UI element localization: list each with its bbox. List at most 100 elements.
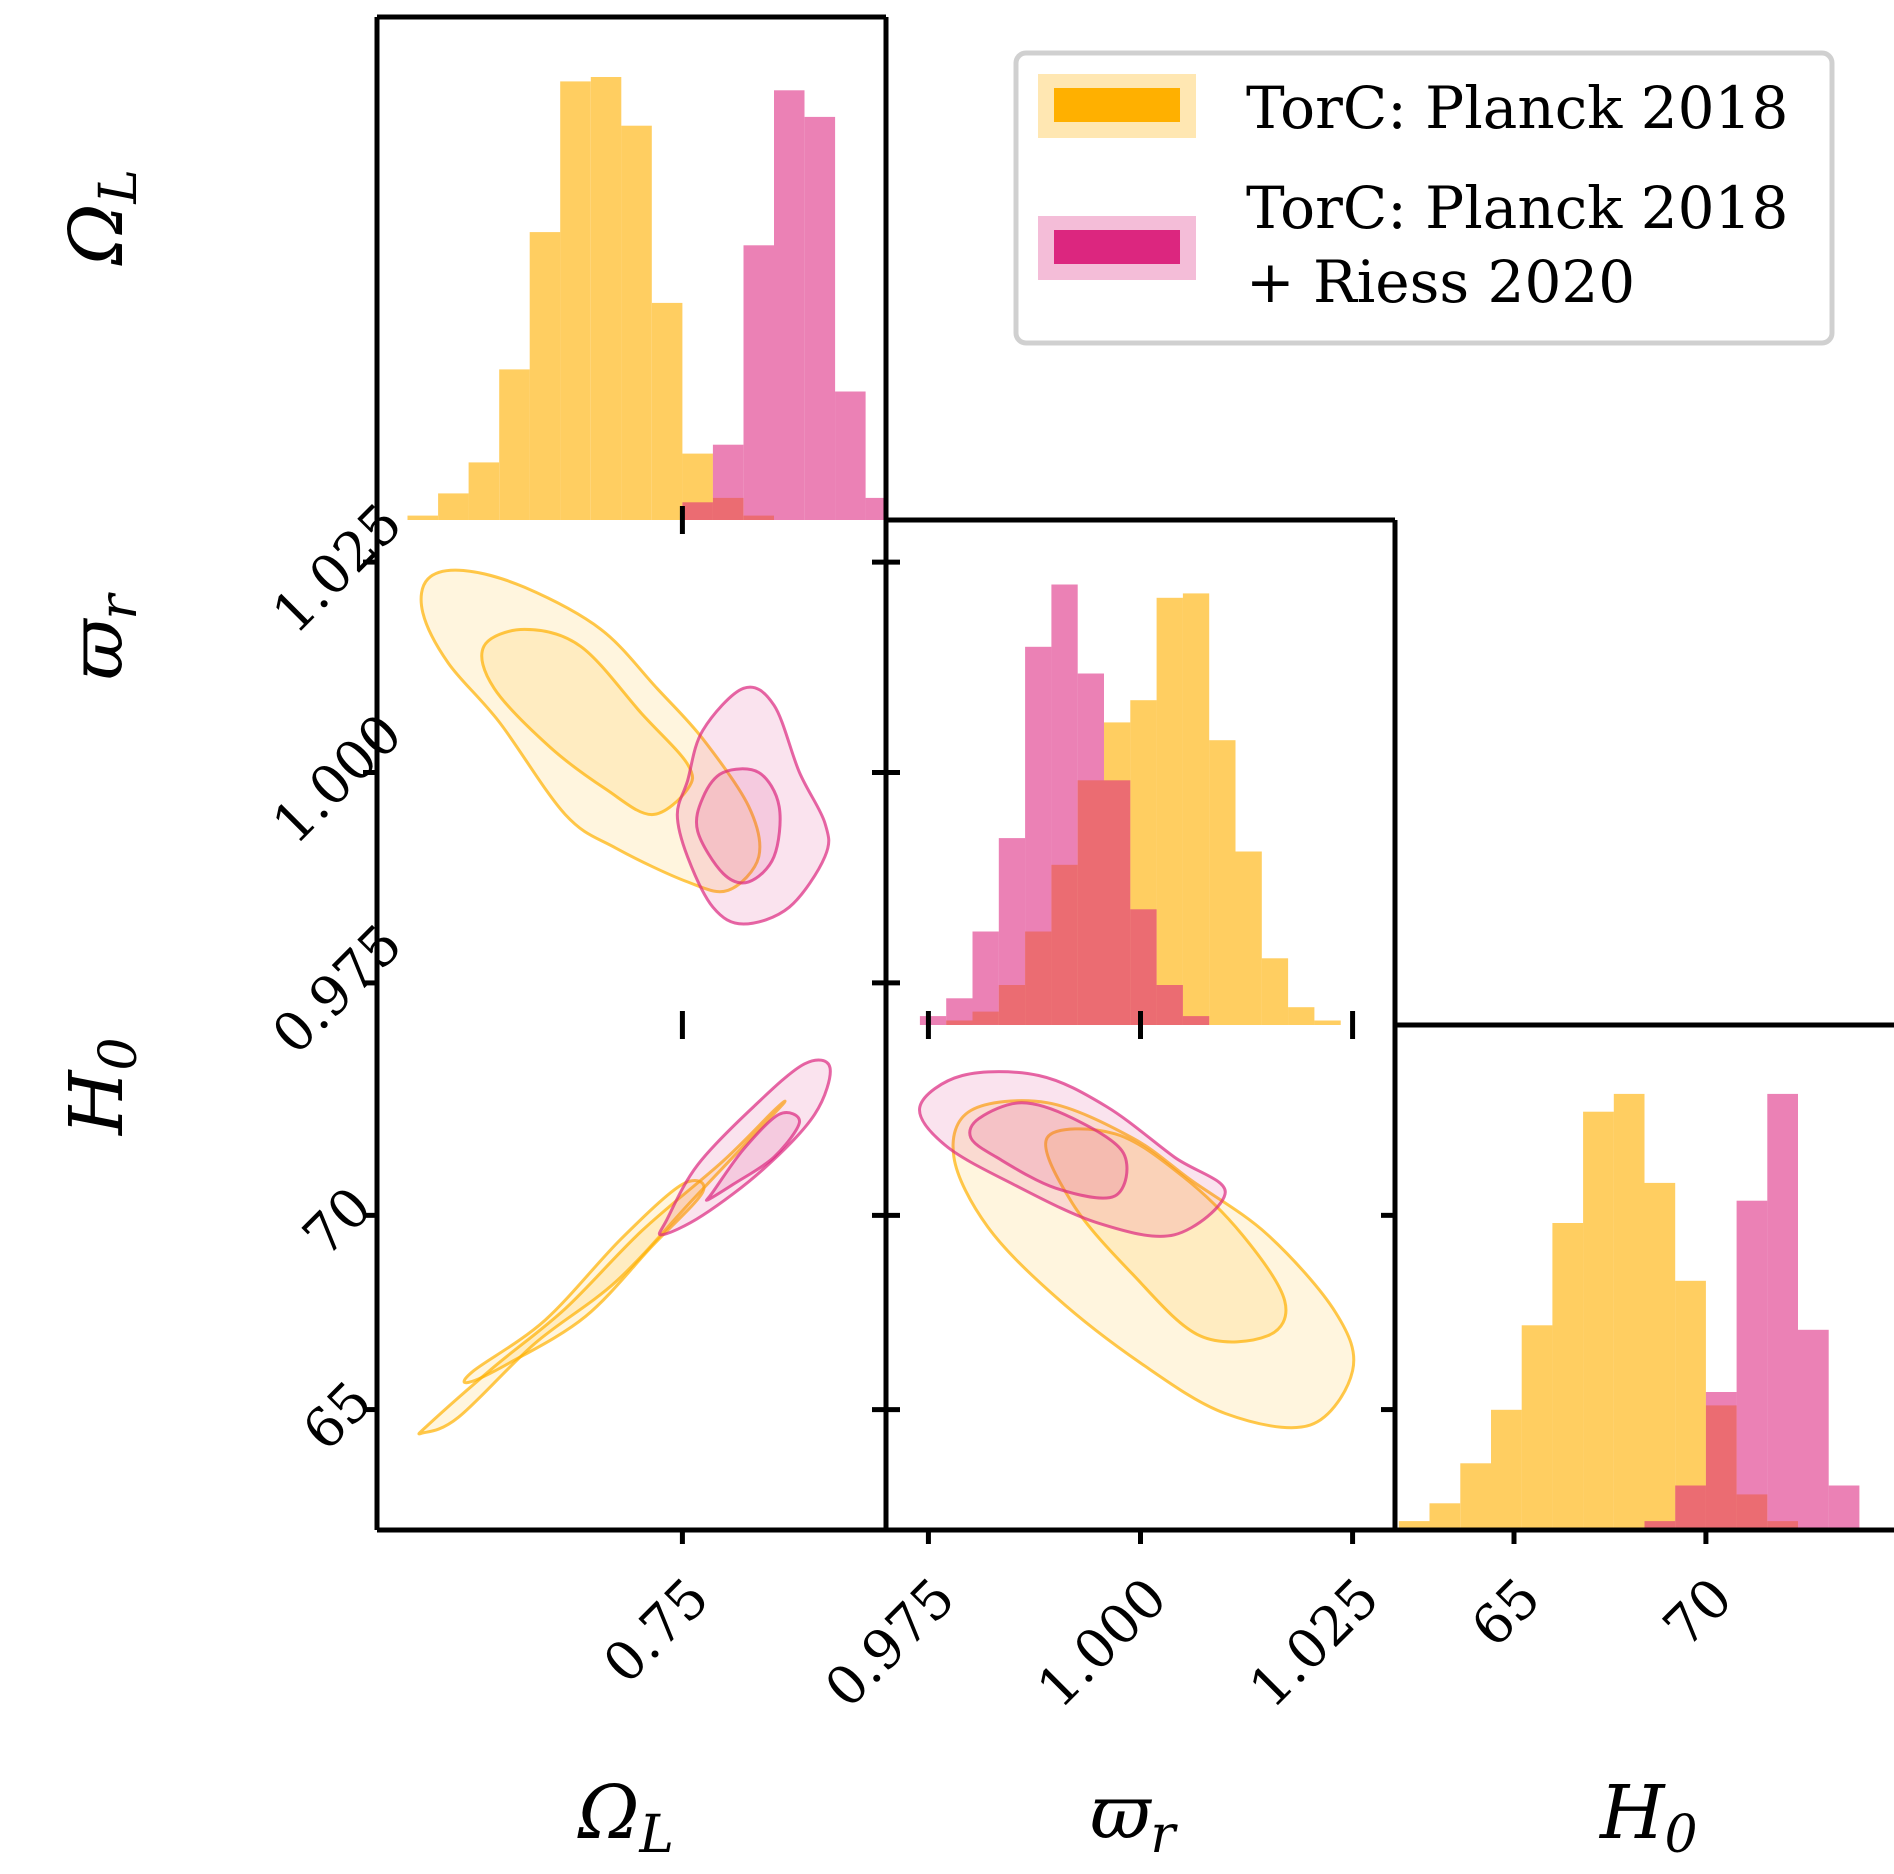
x-tick-text-varpi: 1.025 — [1237, 1566, 1391, 1720]
legend-swatch-planck-inner — [1054, 88, 1180, 122]
hist-bar-varpi-planck-11 — [1209, 740, 1236, 1025]
y-tick-text-h0: 65 — [291, 1369, 384, 1462]
contour-omega_h0-planck-outer — [417, 1099, 787, 1436]
contour-omega_varpi-riess-inner — [694, 767, 782, 885]
hist-bar-omega-riess-11 — [743, 245, 774, 520]
hist-bar-varpi-riess-8 — [1130, 909, 1157, 1025]
hist-bar-omega-planck-6 — [590, 77, 622, 520]
y-tick-text-varpi: 1.025 — [260, 491, 414, 645]
legend-swatch-riess-inner — [1054, 230, 1180, 264]
legend-label-riess-line2: + Riess 2020 — [1246, 248, 1635, 316]
y-axis-label-omega: ΩL — [54, 169, 149, 266]
hist-bar-omega-planck-3 — [499, 369, 530, 520]
hist-bar-omega-riess-15 — [865, 497, 886, 520]
y-tick-label-varpi-0.975: 0.975 — [260, 912, 414, 1066]
hist-bar-omega-planck-4 — [529, 232, 561, 520]
svg-text:H0: H0 — [54, 1037, 149, 1137]
legend-entry-planck: TorC: Planck 2018 — [1038, 74, 1788, 142]
contour-varpi_h0-riess-inner — [968, 1101, 1129, 1200]
hist-bar-varpi-riess-4 — [1025, 646, 1052, 1025]
contour-omega_h0-planck-inner — [462, 1179, 706, 1385]
hist-bar-h0-planck-7 — [1613, 1093, 1645, 1530]
y-tick-text-varpi: 1.000 — [260, 702, 414, 856]
contour-omega_varpi-planck-inner — [480, 627, 695, 817]
contour-panel-omega_varpi — [419, 568, 831, 926]
x-tick-label-varpi-0.975: 0.975 — [813, 1566, 967, 1720]
y-tick-text-h0: 70 — [291, 1175, 384, 1268]
hist-bar-h0-planck-5 — [1552, 1223, 1584, 1530]
hist-bar-omega-planck-2 — [468, 462, 500, 520]
histogram-h0 — [1398, 1093, 1860, 1530]
hist-bar-varpi-riess-0 — [919, 1016, 947, 1025]
hist-bar-omega-riess-10 — [712, 444, 744, 520]
y-axis-label-varpi: ϖr — [54, 592, 149, 680]
svg-text:ΩL: ΩL — [577, 1770, 674, 1865]
x-tick-label-omega-0.75: 0.75 — [591, 1566, 721, 1696]
hist-bar-h0-planck-3 — [1491, 1409, 1522, 1530]
contour-panel-omega_h0 — [417, 1058, 832, 1436]
hist-bar-varpi-riess-2 — [972, 931, 999, 1025]
svg-text:ΩL: ΩL — [54, 169, 149, 266]
hist-bar-h0-riess-13 — [1798, 1329, 1829, 1530]
hist-bar-varpi-planck-12 — [1235, 851, 1262, 1025]
legend-box — [1013, 50, 1835, 346]
contour-panel-varpi_h0 — [918, 1070, 1356, 1430]
x-tick-label-varpi-1.025: 1.025 — [1237, 1566, 1391, 1720]
legend-label-planck: TorC: Planck 2018 — [1246, 74, 1788, 142]
y-tick-label-h0-65: 65 — [291, 1369, 384, 1462]
hist-bar-h0-riess-10 — [1705, 1392, 1737, 1530]
x-tick-text-varpi: 0.975 — [813, 1566, 967, 1720]
hist-bar-omega-planck-7 — [621, 125, 652, 520]
hist-bar-h0-riess-12 — [1767, 1093, 1798, 1530]
hist-bar-h0-planck-8 — [1644, 1182, 1676, 1530]
x-axis-label-h0: H0 — [1598, 1770, 1698, 1865]
legend: TorC: Planck 2018 TorC: Planck 2018 + Ri… — [1013, 50, 1835, 346]
legend-entry-riess: TorC: Planck 2018 + Riess 2020 — [1038, 174, 1788, 316]
contour-varpi_h0-planck-outer — [951, 1099, 1356, 1430]
legend-label-riess-line1: TorC: Planck 2018 — [1246, 174, 1788, 242]
contour-varpi_h0-riess-outer — [918, 1070, 1227, 1238]
hist-bar-omega-planck-8 — [651, 302, 683, 520]
hist-bar-h0-riess-9 — [1675, 1485, 1706, 1530]
hist-bar-varpi-riess-6 — [1077, 673, 1104, 1025]
contour-omega_h0-riess-inner — [704, 1111, 801, 1202]
hist-bar-h0-planck-2 — [1460, 1463, 1491, 1530]
hist-bar-h0-riess-11 — [1736, 1200, 1768, 1530]
histogram-omega — [407, 77, 886, 520]
frame-omega-omega — [374, 14, 889, 520]
hist-bar-omega-planck-0 — [407, 515, 438, 520]
svg-text:ϖr: ϖr — [54, 592, 149, 680]
svg-text:ϖr: ϖr — [1090, 1770, 1178, 1865]
hist-bar-omega-riess-12 — [774, 90, 805, 520]
hist-bar-h0-planck-1 — [1429, 1503, 1461, 1530]
hist-bar-omega-riess-14 — [835, 391, 866, 520]
x-tick-text-omega: 0.75 — [591, 1566, 721, 1696]
contour-omega_varpi-planck-outer — [419, 568, 762, 894]
y-tick-label-h0-70: 70 — [291, 1175, 384, 1268]
hist-bar-h0-planck-0 — [1398, 1521, 1430, 1530]
x-axis-label-varpi: ϖr — [1090, 1770, 1178, 1865]
x-tick-label-varpi-1.000: 1.000 — [1025, 1566, 1179, 1720]
hist-bar-h0-riess-8 — [1644, 1521, 1676, 1530]
hist-bar-varpi-riess-3 — [998, 838, 1026, 1025]
hist-bar-omega-riess-13 — [804, 116, 836, 520]
hist-bar-varpi-planck-15 — [1314, 1020, 1341, 1025]
y-tick-label-varpi-1.025: 1.025 — [260, 491, 414, 645]
hist-bar-omega-riess-9 — [682, 502, 713, 520]
x-tick-label-h0-65: 65 — [1459, 1566, 1552, 1659]
y-tick-text-varpi: 0.975 — [260, 912, 414, 1066]
hist-bar-varpi-riess-5 — [1051, 584, 1078, 1025]
y-tick-label-varpi-1.000: 1.000 — [260, 702, 414, 856]
hist-bar-varpi-riess-1 — [946, 998, 973, 1025]
hist-bar-varpi-planck-13 — [1261, 958, 1289, 1025]
x-tick-text-varpi: 1.000 — [1025, 1566, 1179, 1720]
frame-h0-h0 — [1392, 1022, 1894, 1533]
hist-bar-varpi-riess-7 — [1104, 780, 1131, 1025]
x-tick-text-h0: 70 — [1651, 1566, 1744, 1659]
hist-bar-varpi-planck-14 — [1288, 1007, 1315, 1025]
x-tick-text-h0: 65 — [1459, 1566, 1552, 1659]
x-axis-label-omega: ΩL — [577, 1770, 674, 1865]
x-tick-label-h0-70: 70 — [1651, 1566, 1744, 1659]
hist-bar-varpi-riess-9 — [1156, 985, 1183, 1025]
